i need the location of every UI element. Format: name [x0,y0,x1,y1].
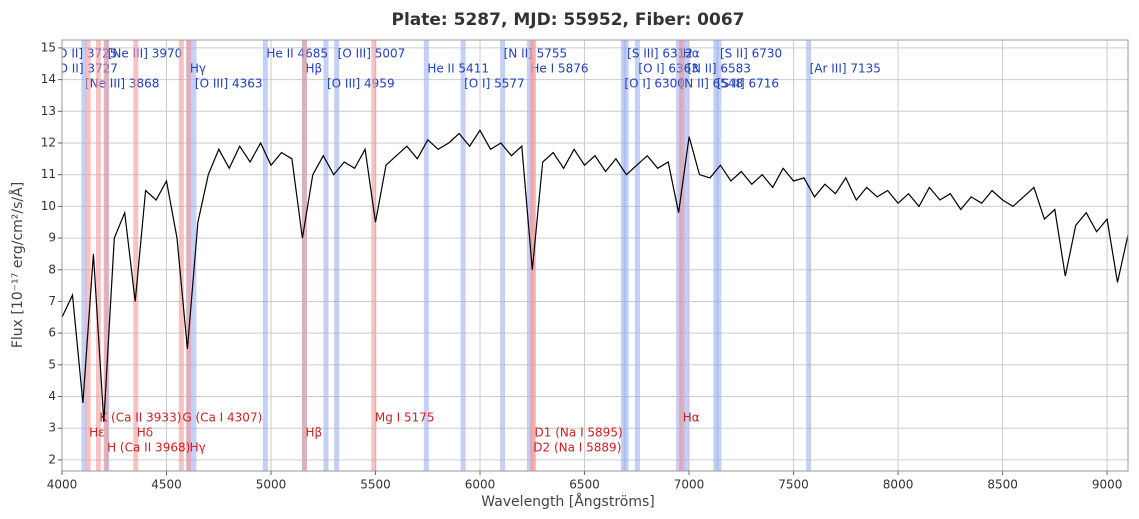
line-label: [Ar III] 7135 [810,62,881,76]
line-label: K (Ca II 3933) [99,411,181,425]
y-axis-label: Flux [10⁻¹⁷ erg/cm²/s/Å] [9,182,26,348]
line-label: [N II] 6548 [680,77,744,91]
x-tick-label: 9000 [1092,478,1123,492]
x-tick-label: 4500 [151,478,182,492]
line-label: D1 (Na I 5895) [535,426,623,440]
line-label: Hδ [137,426,153,440]
plot-frame [61,39,1129,472]
line-label: [S II] 6716 [717,77,779,91]
line-label: He I 5876 [530,62,588,76]
x-tick-label: 7500 [778,478,809,492]
y-tick-label: 13 [41,104,56,118]
line-label: Hε [89,426,105,440]
x-tick-label: 5500 [360,478,391,492]
y-tick-label: 3 [48,421,56,435]
line-label: [Ne III] 3970 [108,47,183,61]
line-label: D2 (Na I 5889) [533,441,621,455]
x-tick-label: 6000 [465,478,496,492]
line-label: [O III] 4959 [327,77,395,91]
y-tick-label: 10 [41,199,56,213]
x-tick-label: 7000 [674,478,705,492]
y-tick-label: 8 [48,262,56,276]
line-label: Hβ [305,426,322,440]
line-label: [Ne III] 3868 [85,77,160,91]
line-label: [S III] 6312 [627,47,693,61]
x-tick-label: 5000 [256,478,287,492]
y-tick-label: 5 [48,357,56,371]
line-label: [S II] 6730 [720,47,782,61]
y-tick-label: 9 [48,231,56,245]
y-tick-label: 4 [48,389,56,403]
line-label: G (Ca I 4307) [182,411,262,425]
y-tick-label: 15 [41,40,56,54]
line-label: He II 5411 [427,62,489,76]
line-label: He II 4685 [266,47,328,61]
y-tick-label: 6 [48,326,56,340]
y-tick-label: 7 [48,294,56,308]
line-label: H (Ca II 3968) [107,441,190,455]
y-tick-label: 11 [41,167,56,181]
x-tick-label: 6500 [569,478,600,492]
y-tick-label: 14 [41,72,56,86]
line-label: Hγ [190,62,206,76]
line-label: Hγ [190,441,206,455]
line-label: Mg I 5175 [375,411,435,425]
line-label: [O I] 5577 [464,77,525,91]
x-tick-label: 8000 [883,478,914,492]
line-label: Hβ [305,62,322,76]
x-tick-label: 8500 [987,478,1018,492]
line-label: [N II] 6583 [687,62,751,76]
line-label: Hα [683,47,700,61]
x-tick-label: 4000 [47,478,78,492]
x-axis-label: Wavelength [Ångströms] [481,493,655,510]
spectrum-line [62,129,1128,422]
chart-title: Plate: 5287, MJD: 55952, Fiber: 0067 [392,10,745,30]
plot-area: [O II] 3725[O II] 3727[Ne III] 3868[Ne I… [62,40,1128,471]
line-label: Hα [683,411,700,425]
y-tick-label: 2 [48,452,56,466]
line-label: [O I] 6300 [624,77,685,91]
line-label: [O III] 4363 [195,77,263,91]
y-tick-label: 12 [41,135,56,149]
